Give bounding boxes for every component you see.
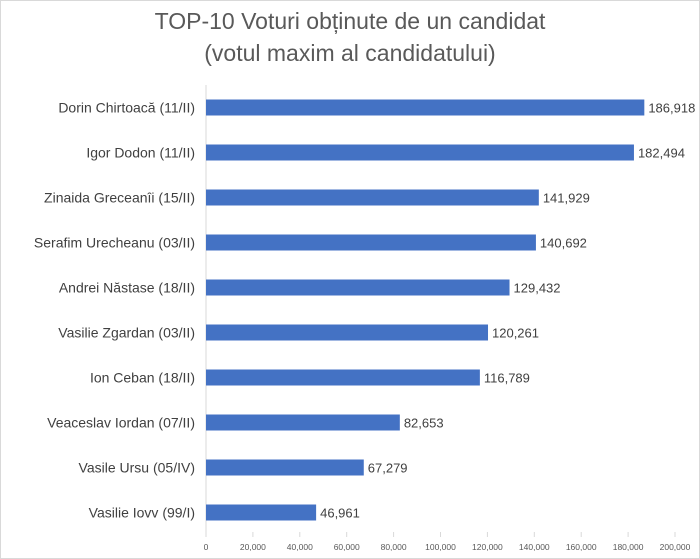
bar [206, 459, 364, 476]
category-label: Andrei Năstase (18/II) [59, 280, 195, 296]
data-label: 120,261 [492, 326, 539, 341]
chart-title: TOP-10 Voturi obținute de un candidat [154, 8, 546, 34]
data-label: 67,279 [368, 461, 408, 476]
category-label: Vasilie Iovv (99/I) [89, 505, 195, 521]
category-label: Veaceslav Iordan (07/II) [47, 415, 195, 431]
bar [206, 504, 317, 521]
category-label: Vasile Ursu (05/IV) [79, 460, 195, 476]
bar [206, 279, 510, 296]
x-tick-label: 160,000 [566, 542, 597, 552]
bar [206, 189, 539, 206]
data-label: 46,961 [320, 506, 360, 521]
data-label: 82,653 [404, 416, 444, 431]
data-label: 129,432 [514, 281, 561, 296]
data-label: 182,494 [638, 146, 685, 161]
category-label: Ion Ceban (18/II) [90, 370, 195, 386]
data-label: 116,789 [484, 371, 530, 386]
bar [206, 324, 489, 341]
bar [206, 234, 536, 251]
x-tick-label: 40,000 [287, 542, 313, 552]
bar [206, 144, 634, 161]
category-label: Igor Dodon (11/II) [86, 145, 195, 161]
x-tick-label: 140,000 [519, 542, 550, 552]
category-label: Zinaida Greceanîi (15/II) [44, 190, 195, 206]
x-tick-label: 120,000 [472, 542, 503, 552]
bar [206, 414, 400, 431]
chart-subtitle: (votul maxim al candidatului) [204, 40, 496, 66]
x-tick-label: 100,000 [425, 542, 456, 552]
x-tick-label: 60,000 [334, 542, 360, 552]
category-label: Vasilie Zgardan (03/II) [58, 325, 195, 341]
x-tick-label: 180,000 [613, 542, 644, 552]
data-label: 140,692 [540, 236, 587, 251]
category-label: Dorin Chirtoacă (11/II) [58, 100, 195, 116]
data-label: 141,929 [543, 191, 590, 206]
x-tick-label: 80,000 [381, 542, 407, 552]
bar [206, 369, 480, 386]
x-tick-label: 200,000 [660, 542, 691, 552]
data-label: 186,918 [648, 101, 695, 116]
x-tick-label: 20,000 [240, 542, 266, 552]
bar [206, 99, 645, 116]
category-label: Serafim Urecheanu (03/II) [34, 235, 195, 251]
x-tick-label: 0 [204, 542, 209, 552]
